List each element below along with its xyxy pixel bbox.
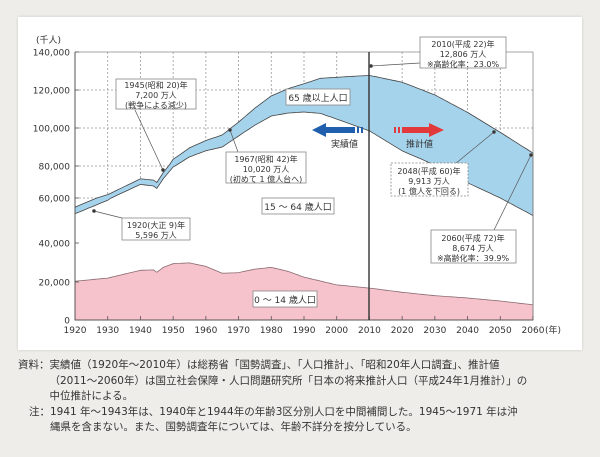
svg-text:120,000: 120,000 bbox=[33, 87, 70, 97]
annotation-2048: 2048(平成 60)年 9,913 万人 (1 億人を下回る) bbox=[390, 162, 469, 197]
svg-text:2000: 2000 bbox=[325, 326, 348, 336]
svg-text:2060(平成 72)年: 2060(平成 72)年 bbox=[441, 233, 504, 243]
svg-text:1970: 1970 bbox=[227, 326, 250, 336]
note-line: 縄県を含まない。また、国勢調査年については、年齢不詳分を按分している。 bbox=[50, 421, 417, 433]
svg-text:20,000: 20,000 bbox=[39, 279, 71, 289]
svg-text:(1 億人を下回る): (1 億人を下回る) bbox=[398, 186, 460, 196]
svg-text:1990: 1990 bbox=[293, 326, 316, 336]
svg-text:2020: 2020 bbox=[391, 326, 414, 336]
svg-text:140,000: 140,000 bbox=[33, 49, 70, 59]
svg-text:9,913 万人: 9,913 万人 bbox=[408, 177, 449, 186]
y-axis-ticks: 0 20,000 40,000 60,000 80,000 100,000 120,000 1… bbox=[33, 49, 79, 327]
svg-text:2040: 2040 bbox=[456, 326, 479, 336]
source-line: （2011〜2060年）は国立社会保障・人口問題研究所「日本の将来推計人口（平成… bbox=[49, 374, 528, 387]
svg-text:80,000: 80,000 bbox=[39, 163, 71, 173]
svg-text:65 歳以上人口: 65 歳以上人口 bbox=[288, 92, 347, 104]
svg-text:2030: 2030 bbox=[423, 326, 446, 336]
svg-text:5,596 万人: 5,596 万人 bbox=[135, 231, 176, 240]
svg-text:1930: 1930 bbox=[96, 326, 119, 336]
chart-notes: 資料： 実績値（1920年〜2010年）は総務省「国勢調査」、「人口推計」、「昭… bbox=[18, 358, 593, 436]
svg-text:0: 0 bbox=[64, 317, 70, 327]
actual-values-arrow: 実績値 bbox=[312, 123, 363, 150]
annotation-1945: 1945(昭和 20)年 7,200 万人 (戦争による減少) bbox=[115, 78, 197, 110]
annotation-1967: 1967(昭和 42)年 10,020 万人 (初めて 1 億人台へ) bbox=[225, 151, 307, 184]
svg-text:1950: 1950 bbox=[162, 326, 185, 336]
svg-text:7,200 万人: 7,200 万人 bbox=[135, 91, 176, 100]
svg-text:推計値: 推計値 bbox=[406, 138, 433, 150]
svg-text:※高齢化率：39.9%: ※高齢化率：39.9% bbox=[437, 253, 510, 263]
svg-text:10,020 万人: 10,020 万人 bbox=[243, 165, 290, 174]
svg-text:12,806 万人: 12,806 万人 bbox=[440, 50, 487, 59]
note-label: 注： bbox=[29, 405, 50, 418]
svg-text:2010(平成 22)年: 2010(平成 22)年 bbox=[431, 39, 494, 49]
svg-text:40,000: 40,000 bbox=[39, 240, 71, 250]
source-label: 資料： bbox=[18, 359, 50, 371]
svg-text:100,000: 100,000 bbox=[33, 125, 70, 135]
annotation-2060: 2060(平成 72)年 8,674 万人 ※高齢化率：39.9% bbox=[430, 229, 517, 264]
svg-text:(初めて 1 億人台へ): (初めて 1 億人台へ) bbox=[230, 174, 302, 184]
svg-text:1980: 1980 bbox=[260, 326, 283, 336]
svg-text:1960: 1960 bbox=[194, 326, 217, 336]
svg-text:60,000: 60,000 bbox=[39, 195, 71, 205]
children-region-label: 0 〜 14 歳人口 bbox=[252, 290, 318, 308]
svg-text:2060: 2060 bbox=[522, 326, 545, 336]
svg-text:2010: 2010 bbox=[358, 326, 381, 336]
svg-text:1920(大正 9)年: 1920(大正 9)年 bbox=[127, 220, 185, 230]
x-axis-unit-label: (年) bbox=[545, 324, 561, 336]
svg-text:(戦争による減少): (戦争による減少) bbox=[125, 100, 187, 110]
working-age-region-label: 15 〜 64 歳人口 bbox=[261, 197, 335, 215]
svg-text:1967(昭和 42)年: 1967(昭和 42)年 bbox=[234, 154, 297, 164]
annotation-2010: 2010(平成 22)年 12,806 万人 ※高齢化率：23.0% bbox=[419, 36, 507, 69]
svg-text:2050: 2050 bbox=[489, 326, 512, 336]
x-axis-ticks: 1920 1930 1940 1950 1960 1970 1980 1990 2000 2010… bbox=[64, 316, 545, 336]
svg-text:1945(昭和 20)年: 1945(昭和 20)年 bbox=[124, 80, 187, 90]
svg-text:15 〜 64 歳人口: 15 〜 64 歳人口 bbox=[264, 201, 332, 213]
footnote: 注： 1941 年〜1943年は、1940年と1944年の年齢3区分別人口を中間… bbox=[18, 405, 593, 436]
note-line: 1941 年〜1943年は、1940年と1944年の年齢3区分別人口を中間補間し… bbox=[50, 405, 518, 418]
y-axis-unit-label: (千人) bbox=[36, 35, 61, 46]
svg-text:8,674 万人: 8,674 万人 bbox=[452, 244, 493, 253]
svg-text:※高齢化率：23.0%: ※高齢化率：23.0% bbox=[427, 59, 500, 69]
annotation-1920: 1920(大正 9)年 5,596 万人 bbox=[121, 217, 191, 241]
elderly-region-label: 65 歳以上人口 bbox=[285, 88, 351, 106]
source-note: 資料： 実績値（1920年〜2010年）は総務省「国勢調査」、「人口推計」、「昭… bbox=[18, 358, 593, 405]
projected-values-arrow: 推計値 bbox=[394, 123, 444, 150]
source-line: 中位推計による。 bbox=[49, 390, 134, 402]
svg-text:2048(平成 60)年: 2048(平成 60)年 bbox=[397, 166, 460, 176]
annotation-leaders bbox=[92, 62, 533, 231]
svg-text:実績値: 実績値 bbox=[331, 138, 358, 150]
source-line: 実績値（1920年〜2010年）は総務省「国勢調査」、「人口推計」、「昭和20年… bbox=[49, 359, 500, 371]
svg-text:1920: 1920 bbox=[64, 326, 87, 336]
svg-text:0 〜 14 歳人口: 0 〜 14 歳人口 bbox=[254, 294, 316, 306]
svg-text:1940: 1940 bbox=[129, 326, 152, 336]
population-chart: 1920 1930 1940 1950 1960 1970 1980 1990 2000 2010… bbox=[33, 35, 561, 336]
